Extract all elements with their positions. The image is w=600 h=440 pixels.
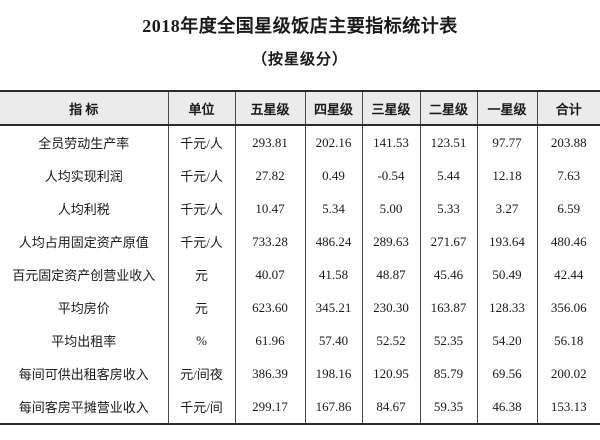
unit-cell: 元 (168, 291, 236, 324)
indicator-cell: 人均占用固定资产原值 (0, 225, 169, 258)
value-cell: 289.63 (362, 225, 421, 258)
value-cell: 27.82 (235, 159, 306, 192)
unit-cell: 元 (168, 258, 236, 291)
unit-cell: 千元/人 (168, 225, 236, 258)
value-cell: 12.18 (477, 159, 538, 192)
value-cell: 0.49 (305, 159, 363, 192)
table-row: 人均利税 千元/人 10.47 5.34 5.00 5.33 3.27 6.59 (0, 192, 600, 225)
value-cell: 69.56 (477, 357, 538, 390)
value-cell: 163.87 (420, 291, 478, 324)
value-cell: 123.51 (420, 125, 478, 159)
value-cell: 6.59 (557, 200, 581, 216)
value-cell: 3.27 (477, 192, 538, 225)
unit-cell: 千元/间 (168, 390, 236, 424)
value-cell: 480.46 (550, 233, 587, 249)
value-cell: 299.17 (235, 390, 306, 424)
page-subtitle: （按星级分） (251, 52, 348, 68)
value-cell: 5.34 (305, 192, 363, 225)
table-header-row: 指 标 单位 五星级 四星级 三星级 二星级 一星级 合计 (0, 91, 600, 126)
column-header-three-star: 三星级 (362, 91, 421, 126)
indicator-cell: 百元固定资产创营业收入 (0, 258, 169, 291)
value-cell: 40.07 (235, 258, 306, 291)
value-cell: 48.87 (362, 258, 421, 291)
table-row: 每间客房平摊营业收入 千元/间 299.17 167.86 84.67 59.35 46.3… (0, 390, 600, 424)
unit-cell: 元/间夜 (168, 357, 236, 390)
table-row: 平均房价元 623.60 345.21 230.30 163.87 128.33 356.0… (0, 291, 600, 324)
value-cell: 45.46 (420, 258, 478, 291)
value-cell: 167.86 (305, 390, 363, 424)
value-cell: 203.88 (550, 134, 587, 150)
table-row: 全员劳动生产率 千元/人 293.81 202.16 141.53 123.51 97.77… (0, 125, 600, 159)
indicator-cell: 人均利税 (0, 192, 169, 225)
value-cell: 85.79 (420, 357, 478, 390)
indicator-cell: 每间客房平摊营业收入 (0, 390, 169, 424)
value-cell: 271.67 (420, 225, 478, 258)
statistics-table: 指 标 单位 五星级 四星级 三星级 二星级 一星级 合计 全员劳动生产率 千元/… (0, 90, 600, 425)
value-cell: 41.58 (305, 258, 363, 291)
value-cell: 5.44 (420, 159, 478, 192)
table-row: 人均实现利润 千元/人 27.82 0.49 -0.54 5.44 12.18 7.63 (0, 159, 600, 192)
value-cell: 50.49 (477, 258, 538, 291)
value-cell: 120.95 (362, 357, 421, 390)
indicator-cell: 人均实现利润 (0, 159, 169, 192)
value-cell: 5.33 (420, 192, 478, 225)
value-cell: 230.30 (362, 291, 421, 324)
value-cell: 61.96 (235, 324, 306, 357)
indicator-cell: 平均出租率 (0, 324, 169, 357)
value-cell: 52.52 (362, 324, 421, 357)
value-cell: 46.38 (477, 390, 538, 424)
column-header-total: 合计 (537, 91, 600, 126)
value-cell: 7.63 (557, 167, 581, 183)
value-cell: -0.54 (362, 159, 421, 192)
value-cell: 486.24 (305, 225, 363, 258)
table-row: 人均占用固定资产原值 千元/人 733.28 486.24 289.63 271.67 19… (0, 225, 600, 258)
value-cell: 193.64 (477, 225, 538, 258)
value-cell: 386.39 (235, 357, 306, 390)
value-cell: 57.40 (305, 324, 363, 357)
table-header: 指 标 单位 五星级 四星级 三星级 二星级 一星级 合计 (0, 91, 600, 126)
table-row: 每间可供出租客房收入 元/间夜 386.39 198.16 120.95 85.79 69.… (0, 357, 600, 390)
value-cell: 623.60 (235, 291, 306, 324)
value-cell: 52.35 (420, 324, 478, 357)
value-cell: 198.16 (305, 357, 363, 390)
value-cell: 84.67 (362, 390, 421, 424)
value-cell: 59.35 (420, 390, 478, 424)
indicator-cell: 全员劳动生产率 (0, 125, 169, 159)
page-title: 2018年度全国星级饭店主要指标统计表 (142, 16, 458, 36)
value-cell: 97.77 (477, 125, 538, 159)
value-cell: 5.00 (362, 192, 421, 225)
value-cell: 293.81 (235, 125, 306, 159)
indicator-cell: 每间可供出租客房收入 (0, 357, 169, 390)
indicator-cell: 平均房价 (0, 291, 169, 324)
column-header-one-star: 一星级 (477, 91, 538, 126)
column-header-unit: 单位 (168, 91, 236, 126)
value-cell: 733.28 (235, 225, 306, 258)
table-row: 平均出租率% 61.96 57.40 52.52 52.35 54.20 56.18 (0, 324, 600, 357)
column-header-indicator: 指 标 (0, 91, 169, 126)
column-header-four-star: 四星级 (305, 91, 363, 126)
column-header-five-star: 五星级 (235, 91, 306, 126)
unit-cell: 千元/人 (168, 192, 236, 225)
value-cell: 153.13 (550, 398, 587, 414)
unit-cell: 千元/人 (168, 125, 236, 159)
value-cell: 128.33 (477, 291, 538, 324)
value-cell: 202.16 (305, 125, 363, 159)
table-body: 全员劳动生产率 千元/人 293.81 202.16 141.53 123.51 97.77… (0, 125, 600, 424)
unit-cell: 千元/人 (168, 159, 236, 192)
value-cell: 345.21 (305, 291, 363, 324)
value-cell: 10.47 (235, 192, 306, 225)
unit-cell: % (168, 324, 236, 357)
column-header-two-star: 二星级 (420, 91, 478, 126)
value-cell: 141.53 (362, 125, 421, 159)
value-cell: 54.20 (477, 324, 538, 357)
value-cell: 356.06 (550, 299, 587, 315)
value-cell: 200.02 (550, 365, 587, 381)
table-row: 百元固定资产创营业收入元 40.07 41.58 48.87 45.46 50.49 42.… (0, 258, 600, 291)
value-cell: 56.18 (554, 332, 584, 348)
value-cell: 42.44 (554, 266, 584, 282)
